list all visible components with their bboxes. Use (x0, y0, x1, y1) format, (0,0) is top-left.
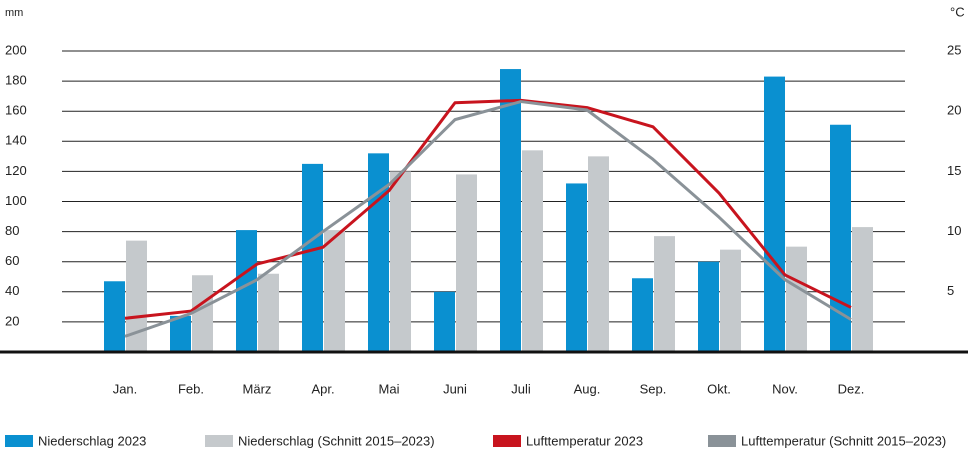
y2-tick-label: 25 (947, 42, 961, 57)
legend-swatch (5, 435, 33, 447)
bar (566, 183, 587, 352)
y2-tick-label: 15 (947, 163, 961, 178)
x-tick-label: Nov. (772, 381, 798, 396)
y-tick-label: 60 (5, 253, 19, 268)
x-tick-label: Apr. (311, 381, 334, 396)
legend-label: Niederschlag 2023 (38, 433, 146, 448)
bar (368, 153, 389, 352)
bar (852, 227, 873, 352)
bar (500, 69, 521, 352)
y2-tick-label: 10 (947, 223, 961, 238)
x-tick-label: März (243, 381, 272, 396)
bar (522, 150, 543, 352)
y-axis-label: mm (5, 7, 23, 19)
x-tick-label: Juni (443, 381, 467, 396)
line (124, 98, 852, 320)
bar (302, 163, 323, 352)
bar (456, 174, 477, 352)
legend-swatch (205, 435, 233, 447)
bar (390, 171, 411, 352)
x-tick-label: Jan. (113, 381, 138, 396)
bar (720, 249, 741, 352)
legend-label: Lufttemperatur (Schnitt 2015–2023) (741, 433, 946, 448)
bar (786, 246, 807, 352)
bar (764, 76, 785, 353)
x-tick-label: Okt. (707, 381, 731, 396)
x-tick-label: Aug. (574, 381, 601, 396)
bar (830, 124, 851, 353)
bar (632, 278, 653, 352)
x-tick-label: Mai (379, 381, 400, 396)
legend-swatch (708, 435, 736, 447)
y-tick-label: 40 (5, 283, 19, 298)
bar (434, 291, 455, 352)
y-tick-label: 120 (5, 163, 27, 178)
legend-label: Lufttemperatur 2023 (526, 433, 643, 448)
y-tick-label: 200 (5, 42, 27, 57)
bar (654, 236, 675, 352)
y-tick-label: 80 (5, 223, 19, 238)
y-tick-label: 140 (5, 133, 27, 148)
bar (104, 281, 125, 352)
x-tick-label: Juli (511, 381, 531, 396)
y2-tick-label: 20 (947, 103, 961, 118)
x-tick-label: Dez. (838, 381, 865, 396)
bar (698, 261, 719, 352)
line (124, 100, 852, 338)
bar (324, 230, 345, 352)
bar (258, 273, 279, 352)
y-tick-label: 20 (5, 313, 19, 328)
y2-tick-label: 5 (947, 283, 954, 298)
legend-swatch (493, 435, 521, 447)
x-tick-label: Feb. (178, 381, 204, 396)
y-tick-label: 160 (5, 103, 27, 118)
y-tick-label: 100 (5, 193, 27, 208)
bar (126, 240, 147, 352)
x-tick-label: Sep. (640, 381, 667, 396)
y-tick-label: 180 (5, 73, 27, 88)
bar (192, 275, 213, 352)
bar (236, 230, 257, 352)
legend-label: Niederschlag (Schnitt 2015–2023) (238, 433, 435, 448)
bar (588, 156, 609, 352)
y2-axis-label: °C (950, 4, 965, 19)
bar (170, 315, 191, 352)
